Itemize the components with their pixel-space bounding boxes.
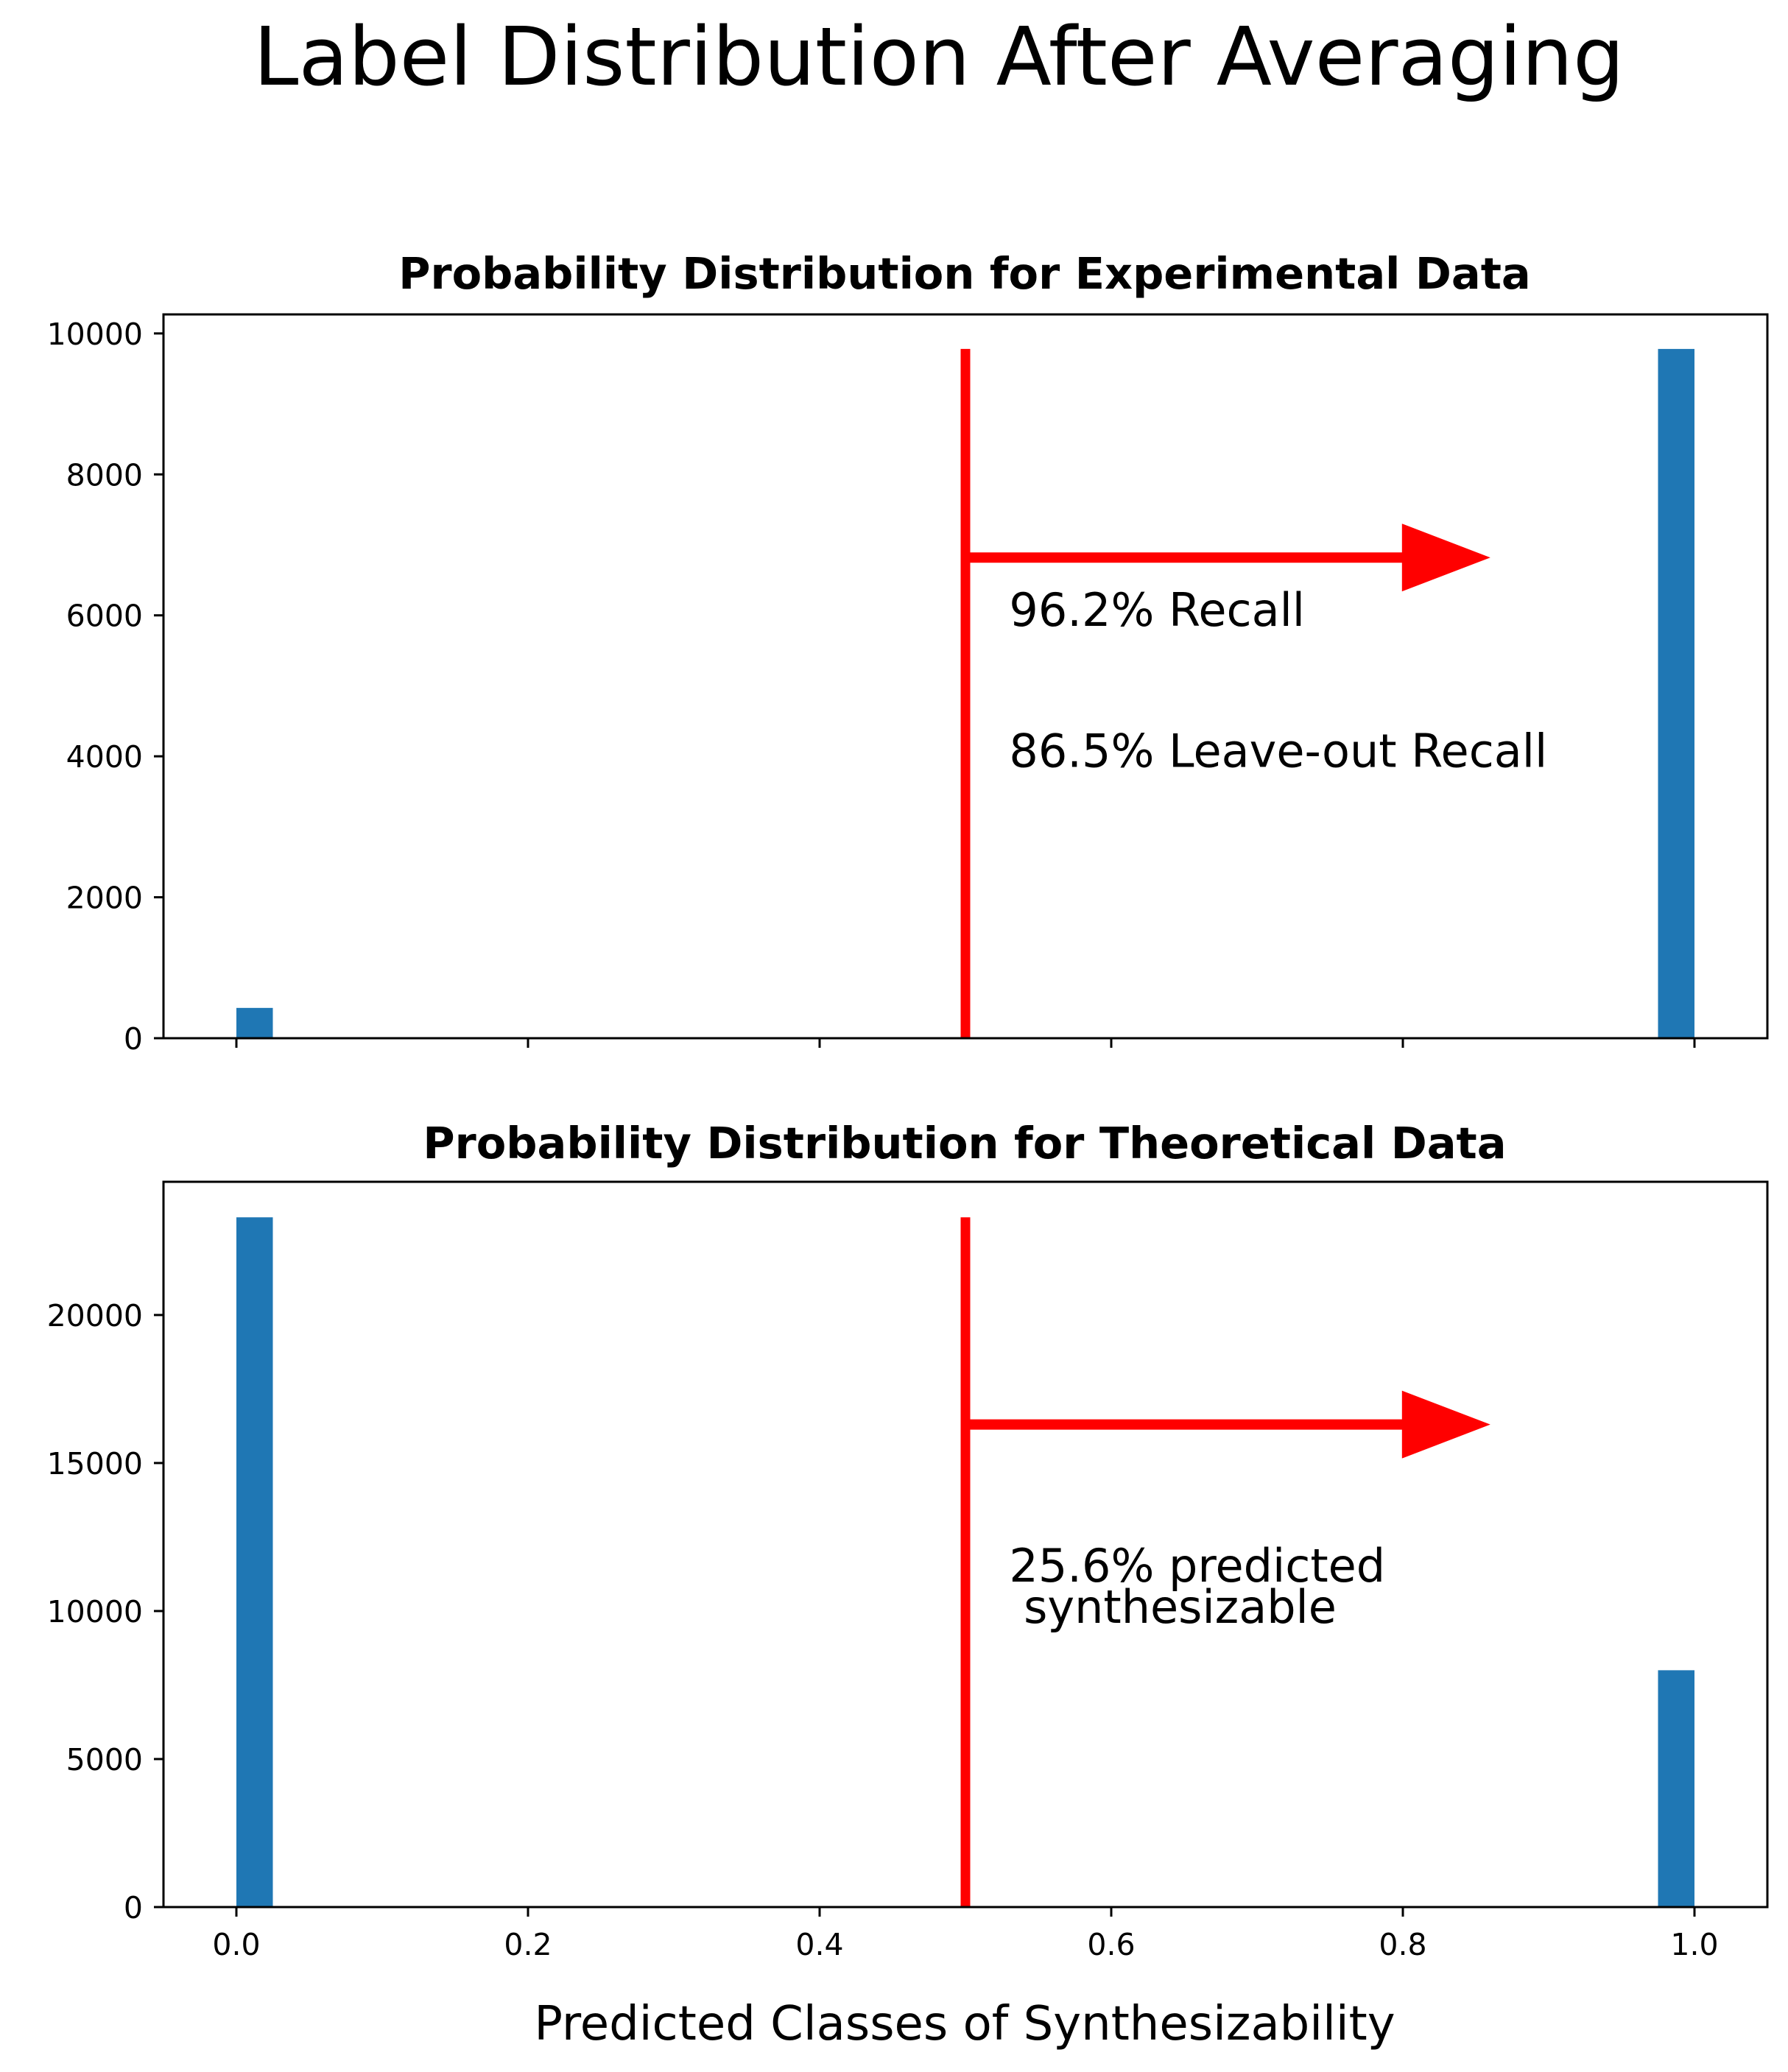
experimental-y-tick-label-2: 4000 [66, 739, 143, 775]
theoretical-annotation-1: synthesizable [1009, 1580, 1337, 1634]
theoretical-arrow-head [1401, 1390, 1490, 1459]
experimental-annotation-0: 96.2% Recall [1009, 583, 1305, 637]
theoretical-x-tick-label-0: 0.0 [212, 1927, 260, 1962]
theoretical-y-tick-label-0: 0 [124, 1890, 143, 1925]
theoretical-y-tick-label-2: 10000 [47, 1594, 143, 1629]
theoretical-y-tick-label-4: 20000 [47, 1298, 143, 1333]
theoretical-panel: Probability Distribution for Theoretical… [47, 1118, 1769, 1962]
theoretical-bar-1 [1658, 1670, 1694, 1907]
theoretical-plot-frame [162, 1180, 1769, 1909]
experimental-y-tick-label-4: 8000 [66, 457, 143, 493]
theoretical-x-tick-label-2: 0.4 [795, 1927, 843, 1962]
experimental-panel-title: Probability Distribution for Experimenta… [398, 248, 1530, 299]
theoretical-y-tick-label-1: 5000 [66, 1742, 143, 1777]
theoretical-x-tick-label-3: 0.6 [1087, 1927, 1135, 1962]
theoretical-annotation-0: 25.6% predicted [1009, 1539, 1385, 1593]
experimental-arrow-head [1401, 524, 1490, 592]
experimental-y-tick-label-1: 2000 [66, 881, 143, 916]
x-axis-label: Predicted Classes of Synthesizability [534, 1997, 1395, 2051]
experimental-bar-1 [1658, 348, 1694, 1038]
experimental-annotation-1: 86.5% Leave-out Recall [1009, 724, 1547, 778]
theoretical-x-tick-label-4: 0.8 [1379, 1927, 1426, 1962]
theoretical-bar-0 [236, 1217, 273, 1907]
theoretical-y-tick-label-3: 15000 [47, 1446, 143, 1481]
experimental-y-tick-label-5: 10000 [47, 317, 143, 352]
experimental-y-tick-label-0: 0 [124, 1021, 143, 1057]
theoretical-x-tick-label-5: 1.0 [1670, 1927, 1718, 1962]
experimental-bar-0 [236, 1007, 273, 1038]
theoretical-x-tick-label-1: 0.2 [504, 1927, 552, 1962]
experimental-plot-frame [162, 313, 1769, 1040]
experimental-y-tick-label-3: 6000 [66, 599, 143, 634]
figure-title: Label Distribution After Averaging [253, 10, 1625, 104]
theoretical-panel-title: Probability Distribution for Theoretical… [423, 1118, 1506, 1169]
experimental-panel: Probability Distribution for Experimenta… [47, 248, 1769, 1057]
